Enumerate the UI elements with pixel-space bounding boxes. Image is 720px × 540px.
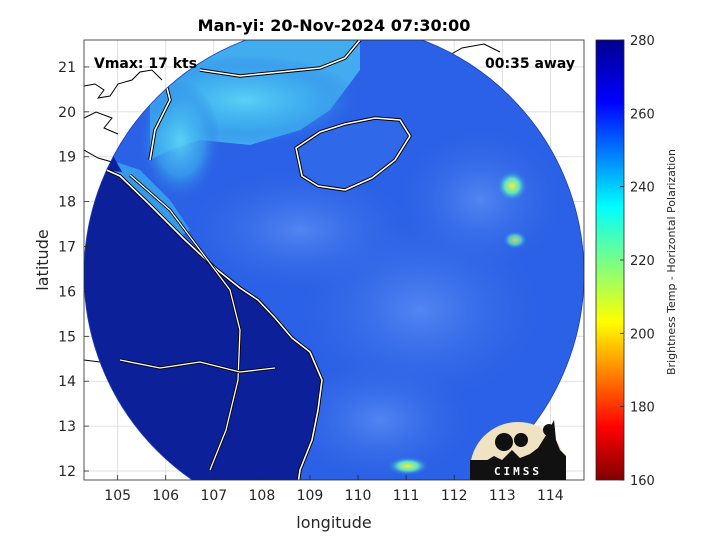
- x-axis-ticks: 105 106 107 108 109 110 111 112 113 114: [104, 475, 564, 504]
- colorbar-tick-label: 160: [630, 474, 655, 489]
- x-tick-label: 111: [393, 488, 420, 504]
- colorbar-tick-label: 180: [630, 401, 655, 416]
- x-tick-label: 107: [200, 488, 227, 504]
- y-tick-label: 21: [58, 60, 76, 76]
- colorbar: [595, 39, 625, 481]
- y-tick-label: 14: [58, 374, 76, 390]
- colorbar-tick-label: 200: [630, 327, 655, 342]
- time-away-annotation: 00:35 away: [485, 56, 575, 72]
- logo-text: CIMSS: [494, 465, 542, 478]
- colorbar-tick-label: 240: [630, 181, 655, 196]
- y-tick-label: 15: [58, 329, 76, 345]
- y-axis-ticks: 12 13 14 15 16 17 18 19 20 21: [58, 60, 89, 480]
- x-tick-label: 108: [249, 488, 276, 504]
- x-tick-label: 106: [152, 488, 179, 504]
- x-tick-label: 113: [489, 488, 516, 504]
- y-tick-label: 16: [58, 284, 76, 300]
- x-tick-label: 105: [104, 488, 131, 504]
- colorbar-ticks: 160 180 200 220 240 260 280: [620, 34, 655, 489]
- y-tick-label: 18: [58, 195, 76, 211]
- colorbar-tick-label: 280: [630, 34, 655, 49]
- axes-frame: [83, 39, 585, 481]
- colorbar-label: Brightness Temp - Horizontal Polarizatio…: [665, 149, 678, 375]
- colorbar-tick-label: 220: [630, 254, 655, 269]
- vmax-annotation: Vmax: 17 kts: [94, 56, 197, 72]
- y-axis-label: latitude: [33, 229, 52, 290]
- y-tick-label: 13: [58, 419, 76, 435]
- cimss-logo: CIMSS: [470, 420, 566, 480]
- chart-title: Man-yi: 20-Nov-2024 07:30:00: [198, 16, 471, 35]
- microwave-swath: [84, 40, 584, 480]
- x-tick-label: 110: [345, 488, 372, 504]
- y-tick-label: 17: [58, 240, 76, 256]
- x-tick-label: 109: [297, 488, 324, 504]
- x-tick-label: 112: [441, 488, 468, 504]
- colorbar-tick-label: 260: [630, 107, 655, 122]
- y-tick-label: 12: [58, 464, 76, 480]
- x-tick-label: 114: [537, 488, 564, 504]
- y-tick-label: 20: [58, 105, 76, 121]
- y-tick-label: 19: [58, 150, 76, 166]
- x-axis-label: longitude: [296, 513, 371, 532]
